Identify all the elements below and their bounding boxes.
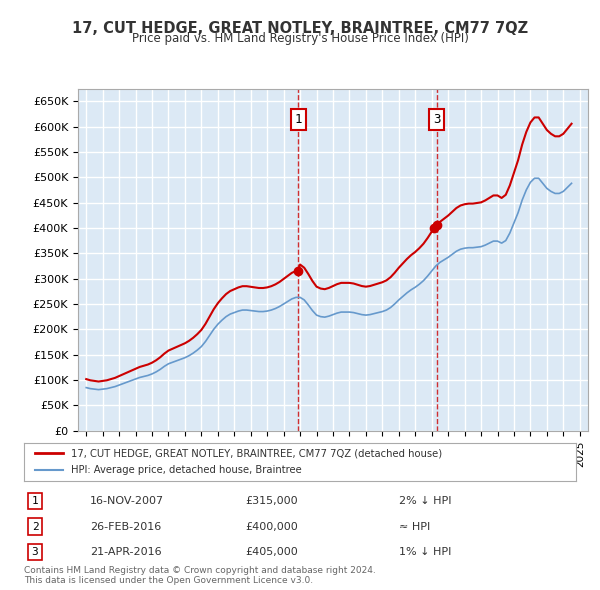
Text: Price paid vs. HM Land Registry's House Price Index (HPI): Price paid vs. HM Land Registry's House … — [131, 32, 469, 45]
Text: 1: 1 — [295, 113, 302, 126]
Text: 17, CUT HEDGE, GREAT NOTLEY, BRAINTREE, CM77 7QZ (detached house): 17, CUT HEDGE, GREAT NOTLEY, BRAINTREE, … — [71, 448, 442, 458]
Text: 3: 3 — [433, 113, 440, 126]
Text: £400,000: £400,000 — [245, 522, 298, 532]
Text: £315,000: £315,000 — [245, 496, 298, 506]
Text: 16-NOV-2007: 16-NOV-2007 — [90, 496, 164, 506]
Text: 21-APR-2016: 21-APR-2016 — [90, 547, 162, 557]
Text: 26-FEB-2016: 26-FEB-2016 — [90, 522, 161, 532]
Text: 3: 3 — [32, 547, 38, 557]
Text: Contains HM Land Registry data © Crown copyright and database right 2024.: Contains HM Land Registry data © Crown c… — [24, 566, 376, 575]
Text: 2% ↓ HPI: 2% ↓ HPI — [400, 496, 452, 506]
Text: 2: 2 — [32, 522, 38, 532]
Text: This data is licensed under the Open Government Licence v3.0.: This data is licensed under the Open Gov… — [24, 576, 313, 585]
Text: 1: 1 — [32, 496, 38, 506]
Text: £405,000: £405,000 — [245, 547, 298, 557]
Text: HPI: Average price, detached house, Braintree: HPI: Average price, detached house, Brai… — [71, 465, 302, 475]
Text: 17, CUT HEDGE, GREAT NOTLEY, BRAINTREE, CM77 7QZ: 17, CUT HEDGE, GREAT NOTLEY, BRAINTREE, … — [72, 21, 528, 35]
Text: ≈ HPI: ≈ HPI — [400, 522, 431, 532]
Text: 1% ↓ HPI: 1% ↓ HPI — [400, 547, 452, 557]
